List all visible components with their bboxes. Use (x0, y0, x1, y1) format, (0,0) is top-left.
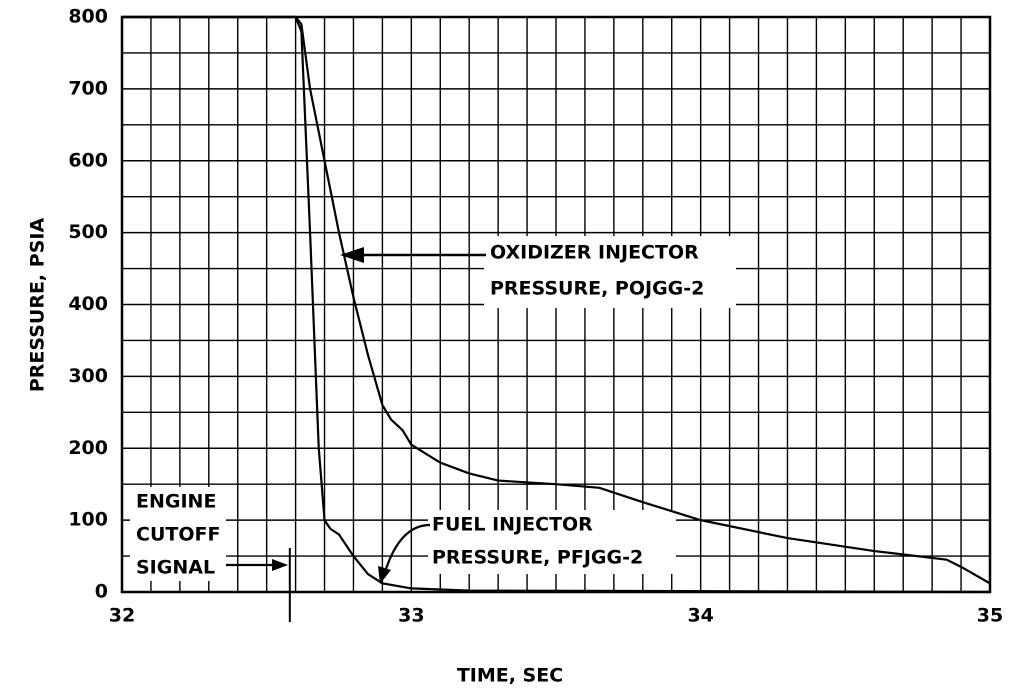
annotation: PRESSURE, PFJGG-2 (432, 547, 643, 569)
x-tick-label: 33 (398, 605, 424, 627)
y-tick-label: 200 (68, 437, 108, 459)
annotation: ENGINE (136, 491, 216, 513)
x-tick-label: 35 (977, 605, 1003, 627)
y-tick-label: 500 (68, 221, 108, 243)
label-background (484, 236, 736, 308)
label-background (428, 510, 676, 574)
y-tick-label: 100 (68, 509, 108, 531)
x-tick-label: 34 (687, 605, 713, 627)
x-axis-label: TIME, SEC (457, 665, 563, 687)
data-line (122, 15, 991, 585)
annotation: OXIDIZER INJECTOR (490, 242, 699, 264)
y-tick-label: 800 (68, 6, 108, 28)
y-tick-label: 600 (68, 149, 108, 171)
annotation: CUTOFF (136, 524, 220, 546)
y-tick-label: 0 (95, 581, 108, 603)
y-axis-label: PRESSURE, PSIA (27, 218, 49, 393)
arrowhead (378, 566, 391, 584)
data-line (122, 15, 991, 594)
arrow (383, 523, 431, 573)
plot-frame (120, 15, 992, 594)
y-tick-label: 700 (68, 77, 108, 99)
annotation: FUEL INJECTOR (432, 514, 593, 536)
arrowhead (340, 247, 364, 263)
arrowhead (272, 559, 288, 571)
annotation: PRESSURE, POJGG-2 (490, 278, 704, 300)
x-tick-label: 32 (109, 605, 135, 627)
label-background (130, 487, 226, 581)
y-tick-label: 300 (68, 365, 108, 387)
annotation: SIGNAL (136, 557, 215, 579)
y-tick-label: 400 (68, 293, 108, 315)
